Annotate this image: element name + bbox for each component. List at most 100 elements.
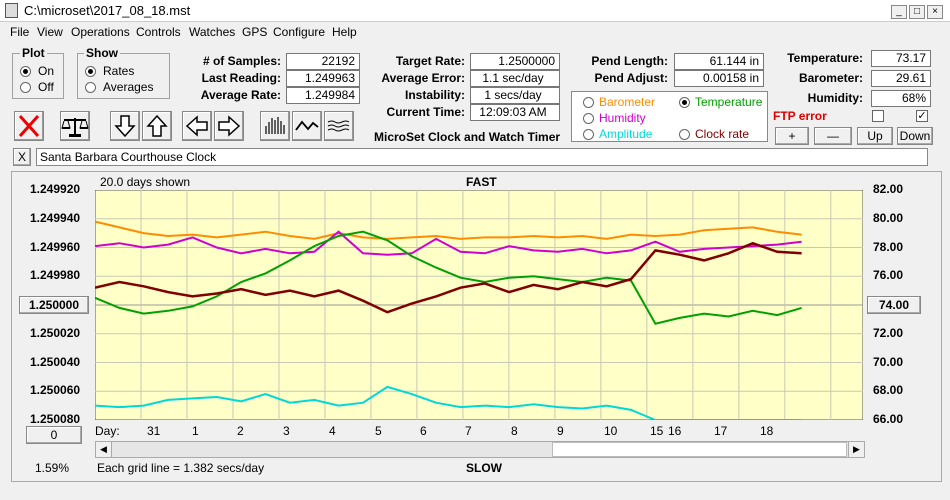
target-rate-value: 1.2500000: [470, 53, 560, 70]
legend-temperature-label: Temperature: [695, 95, 763, 109]
right-axis-tick: 78.00: [873, 239, 904, 254]
ftp-checkbox[interactable]: [872, 110, 884, 122]
arrow-right-icon: [218, 115, 241, 137]
plot-on-radio[interactable]: [20, 66, 31, 77]
minus-button[interactable]: —: [814, 127, 852, 145]
legend-amplitude-radio[interactable]: [583, 129, 594, 140]
left-axis-tick: 1.249980: [30, 268, 81, 283]
balance-button[interactable]: [60, 111, 90, 141]
pend-adjust-label: Pend Adjust:: [594, 71, 668, 85]
pend-length-value: 61.144 in: [674, 53, 764, 70]
ftp-error-label: FTP error: [773, 109, 827, 123]
right-axis-tick: 80.00: [873, 210, 904, 225]
zero-button[interactable]: 0: [26, 426, 82, 444]
plot-off-radio[interactable]: [20, 82, 31, 93]
show-averages-label: Averages: [103, 80, 154, 94]
arrow-up-icon: [146, 114, 168, 137]
plus-button[interactable]: +: [775, 127, 809, 145]
histogram-button[interactable]: [260, 111, 290, 141]
series-clock-rate: [95, 241, 802, 314]
show-group-title: Show: [84, 46, 120, 60]
scroll-left-arrow-icon[interactable]: ◀: [96, 442, 112, 457]
temperature-value: 73.17: [871, 50, 931, 67]
left-center-button[interactable]: 1.250000: [19, 296, 89, 314]
histogram-icon: [265, 117, 285, 134]
up-button[interactable]: Up: [857, 127, 893, 145]
legend-temperature-radio[interactable]: [679, 97, 690, 108]
clear-note-button[interactable]: X: [13, 148, 31, 166]
legend-humidity-radio[interactable]: [583, 113, 594, 124]
left-axis-tick: 1.249960: [30, 239, 81, 254]
arrow-up-button[interactable]: [142, 111, 172, 141]
arrow-down-button[interactable]: [110, 111, 140, 141]
average-rate-value: 1.249984: [286, 87, 360, 104]
arrow-left-button[interactable]: [182, 111, 212, 141]
menu-help[interactable]: Help: [332, 25, 357, 39]
day-tick: 8: [511, 424, 518, 438]
right-axis-tick: 76.00: [873, 268, 904, 283]
red-x-icon: [18, 114, 40, 138]
day-tick: 1: [192, 424, 199, 438]
stop-button[interactable]: [14, 111, 44, 141]
plot-group-title: Plot: [20, 46, 47, 60]
left-axis-tick: 1.250060: [30, 383, 81, 398]
legend-barometer-label: Barometer: [599, 95, 656, 109]
ftp-checked-checkbox[interactable]: ✓: [916, 110, 928, 122]
series-humidity: [95, 230, 802, 256]
minimize-button[interactable]: _: [891, 5, 907, 19]
right-axis-tick: 66.00: [873, 412, 904, 426]
day-prefix: Day:: [95, 424, 120, 438]
days-shown-label: 20.0 days shown: [100, 175, 191, 189]
current-time-label: Current Time:: [386, 105, 465, 119]
scales-icon: [61, 118, 89, 137]
legend-clock-rate-radio[interactable]: [679, 129, 690, 140]
close-button[interactable]: ×: [927, 5, 943, 19]
menu-watches[interactable]: Watches: [189, 25, 236, 39]
right-center-button[interactable]: 74.00: [867, 296, 921, 314]
arrow-left-icon: [185, 115, 208, 137]
show-rates-radio[interactable]: [85, 66, 96, 77]
show-rates-label: Rates: [103, 64, 135, 78]
show-group: [77, 53, 170, 99]
waveform-button[interactable]: [292, 111, 322, 141]
day-tick: 2: [237, 424, 244, 438]
barometer-value: 29.61: [871, 70, 931, 87]
menu-view[interactable]: View: [37, 25, 63, 39]
wave-lines-button[interactable]: [324, 111, 354, 141]
fast-label: FAST: [466, 175, 497, 189]
samples-value: 22192: [286, 53, 360, 70]
humidity-label: Humidity:: [807, 91, 863, 105]
menu-file[interactable]: File: [10, 25, 30, 39]
pend-adjust-value: 0.00158 in: [674, 70, 764, 87]
day-tick: 7: [465, 424, 472, 438]
legend-barometer-radio[interactable]: [583, 97, 594, 108]
left-axis-tick: 1.250040: [30, 354, 81, 369]
menu-operations[interactable]: Operations: [71, 25, 130, 39]
show-averages-radio[interactable]: [85, 82, 96, 93]
percent-label: 1.59%: [35, 461, 70, 475]
last-reading-label: Last Reading:: [201, 71, 281, 85]
scrollbar-thumb[interactable]: [552, 442, 847, 457]
right-axis-tick: 72.00: [873, 325, 904, 340]
legend-humidity-label: Humidity: [599, 111, 646, 125]
scroll-right-arrow-icon[interactable]: ▶: [848, 442, 864, 457]
average-rate-label: Average Rate:: [200, 88, 281, 102]
menu-configure[interactable]: Configure: [273, 25, 326, 39]
maximize-button[interactable]: □: [909, 5, 925, 19]
waveform-icon: [295, 120, 319, 131]
left-axis-tick: 1.250020: [30, 325, 81, 340]
plot-on-label: On: [38, 64, 55, 78]
horizontal-scrollbar[interactable]: ◀ ▶: [95, 441, 865, 458]
legend-amplitude-label: Amplitude: [599, 127, 653, 141]
left-axis-tick: 1.250080: [30, 412, 81, 426]
humidity-value: 68%: [871, 90, 931, 107]
right-axis-tick: 82.00: [873, 182, 904, 196]
chart-panel: [11, 171, 942, 482]
menu-gps[interactable]: GPS: [242, 25, 268, 39]
arrow-right-button[interactable]: [214, 111, 244, 141]
menu-controls[interactable]: Controls: [136, 25, 181, 39]
right-axis-tick: 70.00: [873, 354, 904, 369]
clock-name-field[interactable]: Santa Barbara Courthouse Clock: [36, 148, 928, 166]
right-axis-tick: 68.00: [873, 383, 904, 398]
down-button[interactable]: Down: [897, 127, 933, 145]
